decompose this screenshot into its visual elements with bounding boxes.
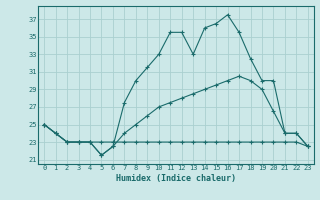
- X-axis label: Humidex (Indice chaleur): Humidex (Indice chaleur): [116, 174, 236, 183]
